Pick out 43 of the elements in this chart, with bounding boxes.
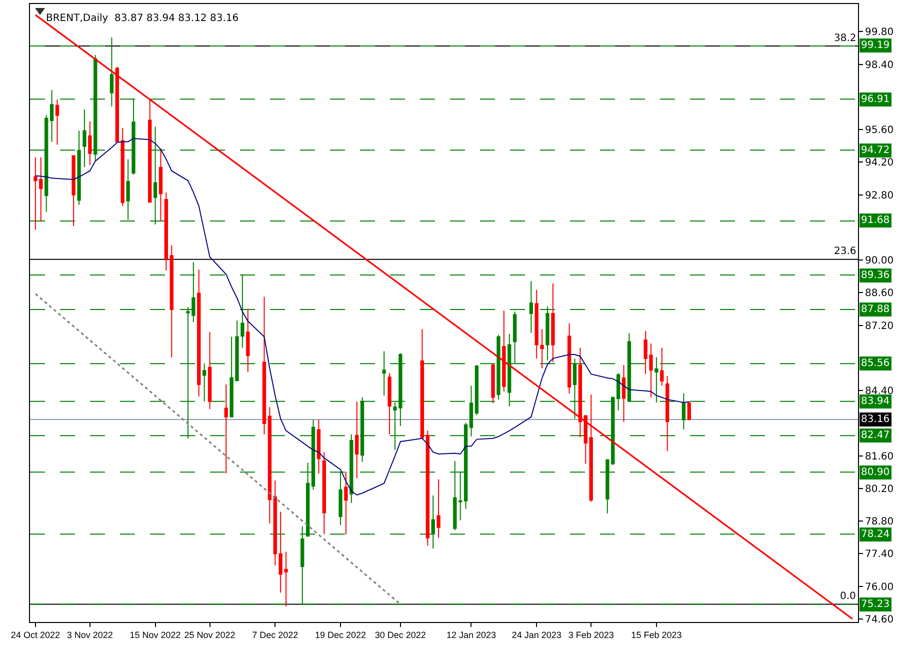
annotation: 0.0 xyxy=(840,591,856,602)
y-tick-label: 77.40 xyxy=(865,549,894,560)
annotation: 23.6 xyxy=(834,246,856,257)
x-tick-label: 15 Feb 2023 xyxy=(631,630,682,640)
ref-line-label: 80.90 xyxy=(861,467,890,478)
ref-line-label: 89.36 xyxy=(861,270,890,281)
annotation: 38.2 xyxy=(834,33,856,44)
y-tick-label: 76.00 xyxy=(865,582,894,593)
y-tick-label: 88.60 xyxy=(865,288,894,300)
ref-line-label: 87.88 xyxy=(861,304,890,315)
x-tick-label: 24 Jan 2023 xyxy=(512,630,562,640)
y-tick-label: 94.20 xyxy=(865,158,894,169)
ref-line-label: 82.47 xyxy=(861,430,890,441)
x-tick-label: 25 Nov 2022 xyxy=(184,630,236,640)
x-tick-label: 24 Oct 2022 xyxy=(10,630,60,640)
x-tick-label: 30 Dec 2022 xyxy=(374,630,426,640)
ref-line-label: 96.91 xyxy=(861,94,890,105)
y-tick-label: 84.40 xyxy=(865,386,894,398)
ref-line-label: 94.72 xyxy=(861,145,890,156)
text: BRENT,Daily 83.87 83.94 83.12 83.16 xyxy=(46,13,239,24)
y-tick-label: 99.80 xyxy=(865,27,894,38)
y-tick-label: 92.80 xyxy=(865,190,894,202)
x-tick-label: 12 Jan 2023 xyxy=(446,630,496,640)
y-tick-label: 95.60 xyxy=(865,125,894,136)
x-tick-label: 3 Feb 2023 xyxy=(568,630,614,640)
ref-line-label: 75.23 xyxy=(861,599,890,610)
y-tick-label: 81.60 xyxy=(865,451,894,462)
x-tick-label: 3 Nov 2022 xyxy=(66,630,113,640)
ref-line-label: 91.68 xyxy=(861,215,890,226)
ref-line-label: 85.56 xyxy=(861,358,890,369)
y-tick-label: 87.20 xyxy=(865,320,894,332)
ref-line-label: 83.16 xyxy=(861,414,890,425)
x-tick-label: 7 Dec 2022 xyxy=(252,630,298,640)
x-tick-label: 19 Dec 2022 xyxy=(314,630,366,640)
y-tick-label: 78.80 xyxy=(865,516,894,528)
y-tick-label: 98.40 xyxy=(865,60,894,71)
x-tick-label: 15 Nov 2022 xyxy=(130,630,181,640)
ref-line-label: 83.94 xyxy=(861,396,890,407)
y-tick-label: 74.60 xyxy=(865,614,894,626)
ref-line-label: 78.24 xyxy=(861,529,890,540)
y-tick-label: 90.00 xyxy=(865,256,894,267)
ref-line-label: 99.19 xyxy=(861,40,890,51)
y-tick-label: 80.20 xyxy=(865,484,894,495)
